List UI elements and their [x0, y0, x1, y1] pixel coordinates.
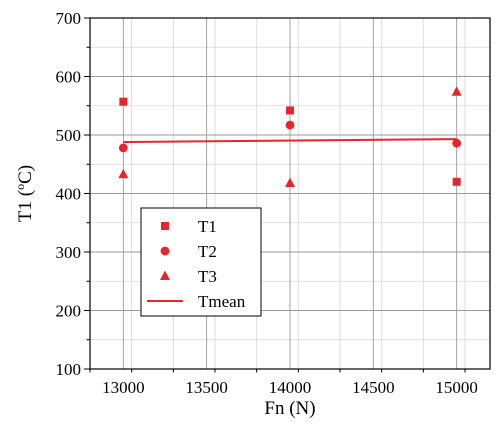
y-tick-label: 700 — [56, 9, 82, 28]
x-axis-title: Fn (N) — [264, 398, 315, 419]
data-point-t2 — [285, 120, 295, 130]
legend-swatch-t2 — [160, 246, 170, 256]
axis-ticks — [84, 17, 466, 373]
y-axis-title-unit: C) — [15, 165, 36, 184]
legend-item-tmean: Tmean — [147, 292, 246, 311]
x-tick-labels: 13000 13500 14000 14500 15000 — [102, 378, 478, 397]
legend-label-t3: T3 — [198, 267, 217, 286]
y-axis-title-degree: o — [13, 184, 27, 190]
y-tick-labels: 100 200 300 400 500 600 700 — [56, 9, 82, 379]
legend: T1 T2 T3 Tmean — [140, 207, 262, 317]
y-axis-title-main: T1 ( — [15, 190, 36, 222]
x-tick-label: 13500 — [185, 378, 228, 397]
x-tick-label: 14000 — [269, 378, 312, 397]
series-t3 — [118, 86, 462, 187]
data-point-t1 — [119, 97, 128, 106]
data-point-t3 — [118, 168, 129, 179]
series-line-tmean — [123, 138, 457, 144]
y-tick-label: 300 — [56, 243, 82, 262]
data-point-t1 — [452, 177, 461, 186]
legend-label-tmean: Tmean — [198, 292, 246, 311]
legend-item-t1: T1 — [161, 217, 217, 236]
legend-label-t2: T2 — [198, 242, 217, 261]
x-tick-label: 15000 — [435, 378, 478, 397]
series-tmean — [123, 138, 457, 144]
data-point-t2 — [118, 143, 128, 153]
y-tick-label: 200 — [56, 302, 82, 321]
legend-item-t3: T3 — [160, 267, 217, 286]
x-tick-label: 14500 — [352, 378, 395, 397]
data-point-t2 — [452, 138, 462, 148]
data-point-t3 — [451, 86, 462, 96]
legend-swatch-t3 — [160, 270, 170, 280]
y-tick-label: 400 — [56, 185, 82, 204]
series-t2 — [118, 120, 462, 153]
data-point-t3 — [285, 177, 295, 187]
legend-item-t2: T2 — [160, 242, 217, 261]
y-tick-label: 100 — [56, 360, 82, 379]
legend-swatch-t1 — [161, 222, 169, 230]
y-axis-title: T1 (oC) — [13, 165, 36, 222]
data-point-t1 — [286, 106, 294, 115]
series-t1 — [119, 97, 461, 186]
x-tick-label: 13000 — [102, 378, 145, 397]
legend-label-t1: T1 — [198, 217, 217, 236]
y-tick-label: 600 — [56, 68, 82, 87]
y-tick-label: 500 — [56, 126, 82, 145]
series-layer — [118, 86, 462, 187]
